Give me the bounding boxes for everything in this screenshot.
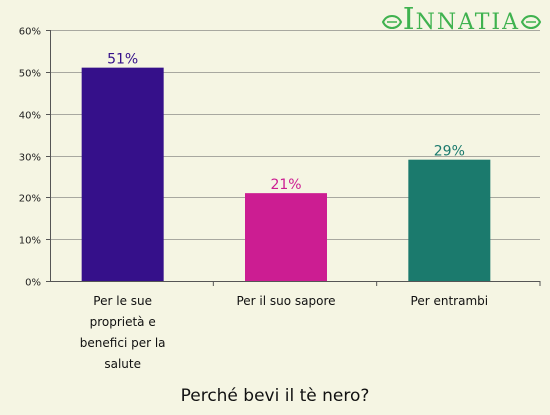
x-category-label: salute	[104, 357, 141, 371]
innatia-logo[interactable]: INNATIA	[381, 2, 542, 41]
bars	[81, 67, 491, 282]
labels: 0% 10% 20% 30% 40% 50% 60% 51% Per le sue proprie…	[19, 27, 488, 372]
y-tick-label: 10%	[19, 236, 41, 247]
leaf-right-icon	[520, 14, 542, 29]
bar-value-label: 21%	[270, 177, 301, 193]
chart-title: Perché bevi il tè nero?	[180, 386, 370, 406]
logo-text: INNATIA	[402, 2, 520, 37]
y-tick-label: 0%	[25, 278, 41, 289]
x-category-label: proprietà e	[90, 315, 156, 329]
x-category-label: Per entrambi	[411, 294, 489, 308]
bar	[408, 159, 491, 281]
x-category-label: benefici per la	[80, 336, 166, 350]
bar	[245, 193, 327, 281]
y-tick-label: 20%	[19, 194, 41, 205]
y-tick-label: 50%	[19, 69, 41, 80]
bar-value-label: 51%	[107, 52, 138, 68]
x-category-label: Per le sue	[93, 294, 152, 308]
x-category-label: Per il suo sapore	[236, 294, 335, 308]
leaf-left-icon	[381, 14, 402, 29]
axes	[46, 30, 541, 286]
y-tick-label: 40%	[19, 111, 41, 122]
bar-value-label: 29%	[434, 144, 465, 160]
bar	[81, 67, 164, 282]
y-tick-label: 60%	[19, 27, 41, 38]
y-tick-label: 30%	[19, 153, 41, 164]
